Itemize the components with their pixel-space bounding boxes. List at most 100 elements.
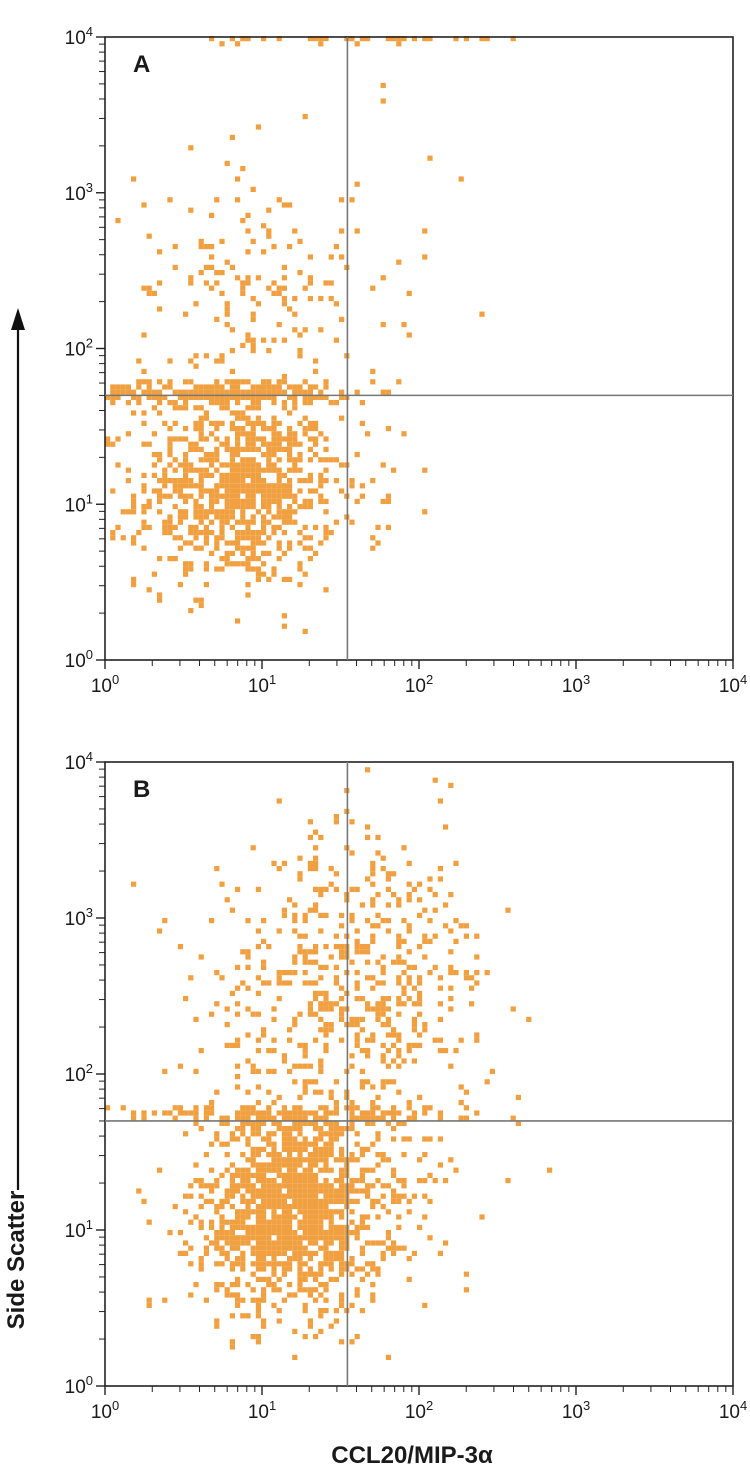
data-point [339,1152,345,1158]
x-tick-label: 102 [405,1398,433,1423]
data-point [318,431,324,437]
data-point [188,275,194,281]
data-point [422,1110,428,1116]
data-point [193,1105,199,1111]
data-point [307,556,313,562]
data-point [417,1094,423,1100]
data-point [255,124,261,130]
data-point [141,420,147,426]
data-point [323,384,329,390]
data-point [203,582,209,588]
data-point [297,420,303,426]
data-point [276,1276,282,1282]
data-point [318,1245,324,1251]
data-point [302,933,308,939]
data-point [448,1157,454,1163]
data-point [385,996,391,1002]
data-point [396,1048,402,1054]
data-point [229,264,235,270]
data-point [365,1048,371,1054]
data-point [323,509,329,515]
data-point [417,1032,423,1038]
data-point [328,1235,334,1241]
data-point [385,1022,391,1028]
data-point [281,1297,287,1303]
data-point [255,1011,261,1017]
data-point [276,524,282,530]
data-point [307,866,313,872]
data-point [198,597,204,603]
data-point [188,446,194,452]
data-point [463,1271,469,1277]
data-point [276,980,282,986]
data-point [276,488,282,494]
data-point [266,1105,272,1111]
data-point [287,488,293,494]
data-point [406,980,412,986]
data-point [287,897,293,903]
data-point [151,405,157,411]
data-point [313,886,319,892]
data-point [443,824,449,830]
data-point [292,959,298,965]
data-point [396,1011,402,1017]
data-point [437,1048,443,1054]
data-point [276,420,282,426]
data-point [307,1209,313,1215]
data-point [328,1131,334,1137]
data-point [281,1058,287,1064]
data-point [422,1214,428,1220]
data-point [261,1162,267,1168]
data-point [318,498,324,504]
data-point [183,462,189,468]
data-point [245,1240,251,1246]
data-point [287,446,293,452]
data-point [526,1016,532,1022]
data-point [359,36,365,42]
data-point [219,556,225,562]
data-point [354,1016,360,1022]
data-point [385,1006,391,1012]
data-point [235,1063,241,1069]
data-point [281,1162,287,1168]
data-point [422,933,428,939]
data-point [167,452,173,458]
data-point [255,384,261,390]
data-point [271,1266,277,1272]
data-point [214,566,220,572]
data-point [219,400,225,406]
data-point [437,1110,443,1116]
data-point [167,1230,173,1236]
data-point [354,181,360,187]
data-point [323,912,329,918]
data-point [115,462,121,468]
data-point [162,524,168,530]
data-point [354,389,360,395]
data-point [193,1016,199,1022]
data-point [422,467,428,473]
data-point [349,850,355,856]
data-point [448,928,454,934]
data-point [339,394,345,400]
data-point [411,1110,417,1116]
data-point [229,1339,235,1345]
data-point [370,1266,376,1272]
data-point [318,327,324,333]
data-point [105,436,111,442]
data-point [219,358,225,364]
data-point [297,1120,303,1126]
data-point [235,379,241,385]
data-point [287,457,293,463]
data-point [297,1126,303,1132]
data-point [287,384,293,390]
data-point [422,1027,428,1033]
data-point [292,1292,298,1298]
data-point [203,1152,209,1158]
data-point [261,519,267,525]
data-point [224,540,230,546]
data-point [281,514,287,520]
data-point [224,1120,230,1126]
data-point [370,368,376,374]
data-point [276,290,282,296]
data-point [250,1334,256,1340]
